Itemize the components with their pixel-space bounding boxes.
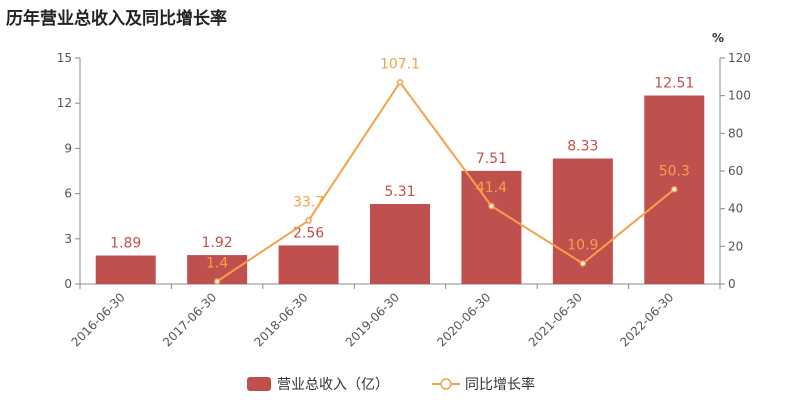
y-left-tick-label: 0 [64, 277, 72, 291]
y-right-tick-label: 120 [728, 51, 751, 65]
y-right-unit-label: % [712, 31, 724, 45]
y-right-tick-label: 20 [728, 239, 743, 253]
x-tick-label: 2017-06-30 [160, 290, 219, 349]
line-point [396, 79, 404, 86]
bar [278, 245, 339, 284]
bar-data-label: 2.56 [293, 225, 324, 241]
y-right-tick-label: 80 [728, 126, 743, 140]
line-data-label: 33.7 [293, 195, 324, 211]
legend-line-label: 同比增长率 [465, 376, 535, 393]
legend-bar-label: 营业总收入（亿） [277, 377, 389, 393]
x-tick-label: 2021-06-30 [526, 290, 585, 349]
growth-line [216, 80, 675, 283]
y-right-tick-label: 40 [728, 202, 743, 216]
line-data-label: 41.4 [476, 180, 507, 196]
bar-data-label: 12.51 [654, 76, 694, 92]
y-right-tick-label: 0 [728, 277, 736, 291]
bar [95, 255, 156, 284]
legend-bar-swatch [247, 377, 271, 391]
chart-title: 历年营业总收入及同比增长率 [6, 9, 227, 29]
y-left-tick-label: 12 [57, 96, 72, 110]
y-right-tick-label: 100 [728, 89, 751, 103]
bar-data-label: 1.92 [202, 235, 233, 251]
line-data-label: 107.1 [380, 56, 420, 72]
bar-data-label: 5.31 [384, 184, 415, 200]
line-data-label: 50.3 [659, 163, 690, 179]
line-point [671, 186, 678, 193]
line-point [305, 217, 312, 224]
bar-data-label: 1.89 [110, 236, 141, 252]
x-tick-label: 2022-06-30 [617, 290, 676, 349]
bar [370, 203, 430, 284]
x-tick-label: 2016-06-30 [69, 290, 128, 349]
y-left-tick-label: 15 [57, 51, 72, 65]
legend-line-marker [440, 378, 452, 390]
y-left-tick-label: 9 [64, 141, 72, 155]
line-data-label: 1.4 [206, 255, 228, 271]
y-left-tick-label: 3 [64, 232, 72, 246]
line-data-label: 10.9 [567, 237, 598, 253]
x-tick-label: 2018-06-30 [251, 290, 310, 349]
line-point [213, 278, 221, 285]
x-tick-label: 2020-06-30 [434, 290, 493, 349]
line-point [488, 202, 495, 210]
y-left-tick-label: 6 [64, 187, 72, 201]
bar-data-label: 8.33 [567, 138, 598, 154]
bar-data-label: 7.51 [476, 151, 507, 167]
line-point [579, 260, 587, 267]
bar [461, 170, 522, 284]
x-tick-label: 2019-06-30 [343, 290, 402, 349]
y-right-tick-label: 60 [728, 164, 743, 178]
